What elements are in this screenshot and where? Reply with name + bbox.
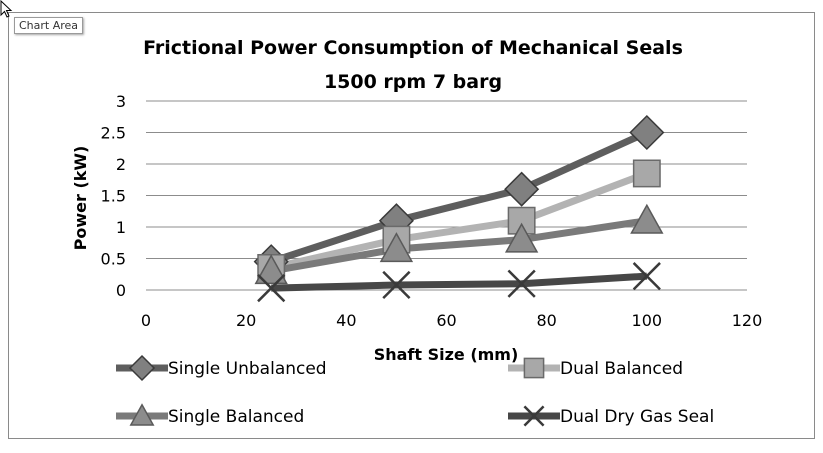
data-point-3-3 bbox=[632, 262, 661, 291]
y-tick-label: 3 bbox=[116, 92, 126, 111]
series-line-2 bbox=[270, 217, 648, 275]
legend-label-2: Single Balanced bbox=[168, 407, 304, 427]
legend-marker-1 bbox=[523, 357, 545, 379]
data-point-0-2 bbox=[504, 171, 540, 207]
y-tick-label: 0 bbox=[116, 281, 126, 300]
data-point-0-3 bbox=[629, 114, 665, 151]
legend-marker-2 bbox=[129, 403, 155, 426]
legend-label-3: Dual Dry Gas Seal bbox=[560, 407, 714, 427]
legend-marker-0 bbox=[128, 354, 156, 382]
x-marker-stroke bbox=[382, 270, 411, 300]
series-line-1 bbox=[270, 170, 649, 272]
y-axis-title: Power (kW) bbox=[71, 146, 90, 251]
x-tick-label: 40 bbox=[336, 311, 356, 330]
legend-marker-3 bbox=[523, 405, 545, 427]
y-tick-label: 0.5 bbox=[101, 250, 126, 269]
x-marker-stroke bbox=[632, 262, 661, 291]
x-marker-stroke bbox=[507, 269, 536, 298]
data-point-1-3 bbox=[632, 159, 661, 188]
data-point-2-3 bbox=[630, 203, 664, 234]
chart-title-line-2: 1500 rpm 7 barg bbox=[324, 71, 502, 93]
x-tick-label: 80 bbox=[536, 311, 556, 330]
series-line-0 bbox=[270, 129, 649, 265]
chart-title-line-1: Frictional Power Consumption of Mechanic… bbox=[143, 37, 683, 59]
x-axis-title: Shaft Size (mm) bbox=[374, 345, 519, 364]
y-tick-label: 1 bbox=[116, 218, 126, 237]
x-tick-label: 0 bbox=[141, 311, 151, 330]
data-point-2-0 bbox=[254, 254, 288, 285]
y-tick-label: 2.5 bbox=[101, 124, 126, 143]
data-point-3-2 bbox=[507, 269, 536, 298]
mouse-cursor-icon bbox=[0, 0, 13, 18]
x-tick-label: 60 bbox=[436, 311, 456, 330]
data-point-3-0 bbox=[257, 274, 286, 303]
legend-label-0: Single Unbalanced bbox=[168, 359, 327, 379]
chart-area-tooltip: Chart Area bbox=[14, 17, 84, 34]
x-tick-label: 120 bbox=[732, 311, 763, 330]
x-marker-stroke bbox=[257, 274, 286, 303]
x-tick-label: 20 bbox=[236, 311, 256, 330]
data-point-2-2 bbox=[504, 222, 539, 253]
legend-label-1: Dual Balanced bbox=[560, 359, 683, 379]
x-tick-label: 100 bbox=[632, 311, 663, 330]
x-marker-stroke bbox=[523, 405, 545, 427]
y-tick-label: 2 bbox=[116, 155, 126, 174]
data-point-2-1 bbox=[379, 232, 414, 263]
series-line-3 bbox=[271, 272, 648, 292]
y-tick-label: 1.5 bbox=[101, 187, 126, 206]
data-point-3-1 bbox=[382, 270, 411, 300]
